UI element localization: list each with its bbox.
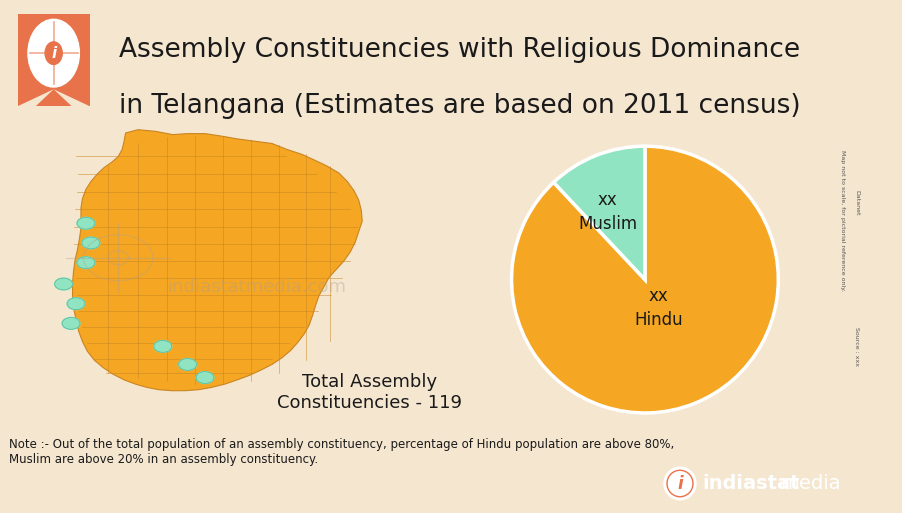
Polygon shape [54,89,89,123]
Text: indiastatmedia.com: indiastatmedia.com [168,278,346,297]
Circle shape [77,256,95,269]
Circle shape [77,218,95,229]
Text: xx: xx [598,190,618,209]
Text: Datanet: Datanet [854,190,860,215]
Circle shape [28,19,79,87]
Circle shape [67,298,85,310]
Circle shape [82,237,100,249]
Text: Note :- Out of the total population of an assembly constituency, percentage of H: Note :- Out of the total population of a… [9,438,675,466]
Text: media: media [780,474,841,493]
Circle shape [55,278,72,290]
Wedge shape [554,146,645,280]
Text: xx: xx [649,287,668,305]
Circle shape [45,42,62,65]
Circle shape [62,318,80,329]
FancyBboxPatch shape [18,14,89,106]
Text: Hindu: Hindu [634,310,683,329]
Text: Assembly Constituencies with Religious Dominance: Assembly Constituencies with Religious D… [119,37,800,63]
Circle shape [179,359,197,370]
Circle shape [154,341,171,352]
Circle shape [196,371,214,384]
Wedge shape [511,146,778,413]
Polygon shape [72,130,363,391]
Text: Source : xxx: Source : xxx [854,327,860,366]
Text: i: i [677,475,683,492]
Circle shape [664,467,696,500]
Polygon shape [18,89,54,123]
Text: i: i [51,46,56,61]
Text: Muslim: Muslim [578,214,637,232]
Text: indiastat: indiastat [702,474,799,493]
Text: Map not to scale, for pictorial reference only.: Map not to scale, for pictorial referenc… [840,150,845,291]
Text: in Telangana (Estimates are based on 2011 census): in Telangana (Estimates are based on 201… [119,93,800,119]
Text: Total Assembly
Constituencies - 119: Total Assembly Constituencies - 119 [277,373,463,412]
